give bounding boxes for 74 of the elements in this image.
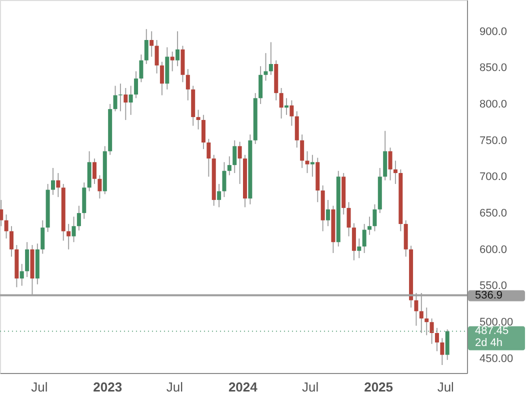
candlestick <box>76 205 81 231</box>
candlestick <box>388 147 392 181</box>
y-tick-label: 800.0 <box>480 98 508 110</box>
candlestick <box>434 327 439 352</box>
candlestick <box>424 307 429 336</box>
candlestick <box>20 263 24 286</box>
candlestick <box>445 328 450 360</box>
y-tick-label: 650.0 <box>480 208 508 220</box>
candlestick <box>290 100 294 126</box>
candlestick <box>300 134 304 168</box>
candlestick <box>201 114 206 150</box>
candlestick <box>56 172 60 198</box>
y-tick-label: 850.0 <box>480 62 508 74</box>
candlestick <box>98 174 102 199</box>
candlestick <box>258 66 263 104</box>
candlestick <box>368 216 372 236</box>
candlestick <box>357 238 362 259</box>
x-tick-label: Jul <box>302 380 319 394</box>
candlestick <box>238 141 242 184</box>
candlestick <box>40 220 45 254</box>
candlestick <box>92 158 97 184</box>
y-tick-label: 450.00 <box>480 352 514 365</box>
candlestick <box>139 54 144 83</box>
candlestick <box>113 85 118 112</box>
x-tick-label: Jul <box>166 380 184 394</box>
candlestick <box>232 140 237 174</box>
candlestick <box>222 162 226 198</box>
candlestick <box>310 154 314 178</box>
candlestick <box>9 226 14 258</box>
candlestick <box>294 110 299 148</box>
candlestick <box>393 160 398 184</box>
candlestick <box>305 150 310 174</box>
candlestick <box>217 183 222 208</box>
candlestick <box>176 30 180 67</box>
candlestick <box>66 223 71 250</box>
candlestick <box>264 52 268 82</box>
candlestick <box>72 216 76 243</box>
x-tick-label: 2025 <box>364 380 394 394</box>
candlestick <box>362 223 366 254</box>
text: 2d 4h <box>475 337 503 350</box>
candlestick <box>372 204 377 232</box>
x-tick-label: Jul <box>437 380 454 394</box>
candlestick <box>268 42 273 76</box>
ref-line-label: 487.45 <box>475 325 509 338</box>
candlestick <box>124 87 128 120</box>
y-tick-label: 700.0 <box>480 171 508 184</box>
candlestick <box>186 68 190 101</box>
x-tick-label: 2023 <box>93 380 122 394</box>
candlestick <box>284 98 288 116</box>
y-tick-label: 900.0 <box>480 26 508 38</box>
candlestick <box>227 156 232 176</box>
candlestick <box>150 30 154 58</box>
y-tick-label: 600.0 <box>480 244 508 256</box>
candlestick <box>170 51 174 72</box>
candlestick <box>144 28 148 64</box>
candlestick <box>326 199 330 227</box>
candlestick <box>25 242 30 278</box>
candlestick <box>430 318 434 344</box>
candlestick <box>134 70 138 99</box>
x-tick-label: 2024 <box>228 380 258 394</box>
candlestick <box>279 87 284 120</box>
x-tick-label: Jul <box>31 380 48 394</box>
candlestick <box>4 214 8 239</box>
candlestick <box>51 167 55 196</box>
candlestick <box>154 39 159 74</box>
candlestick <box>128 85 133 116</box>
candlestick <box>206 138 211 178</box>
candlestick <box>196 109 200 130</box>
candlestick <box>440 338 444 366</box>
candlestick <box>352 222 356 261</box>
candlestick <box>346 202 351 237</box>
candlestick <box>160 61 164 96</box>
y-tick-label: 750.0 <box>480 134 508 147</box>
candlestick <box>0 199 4 227</box>
